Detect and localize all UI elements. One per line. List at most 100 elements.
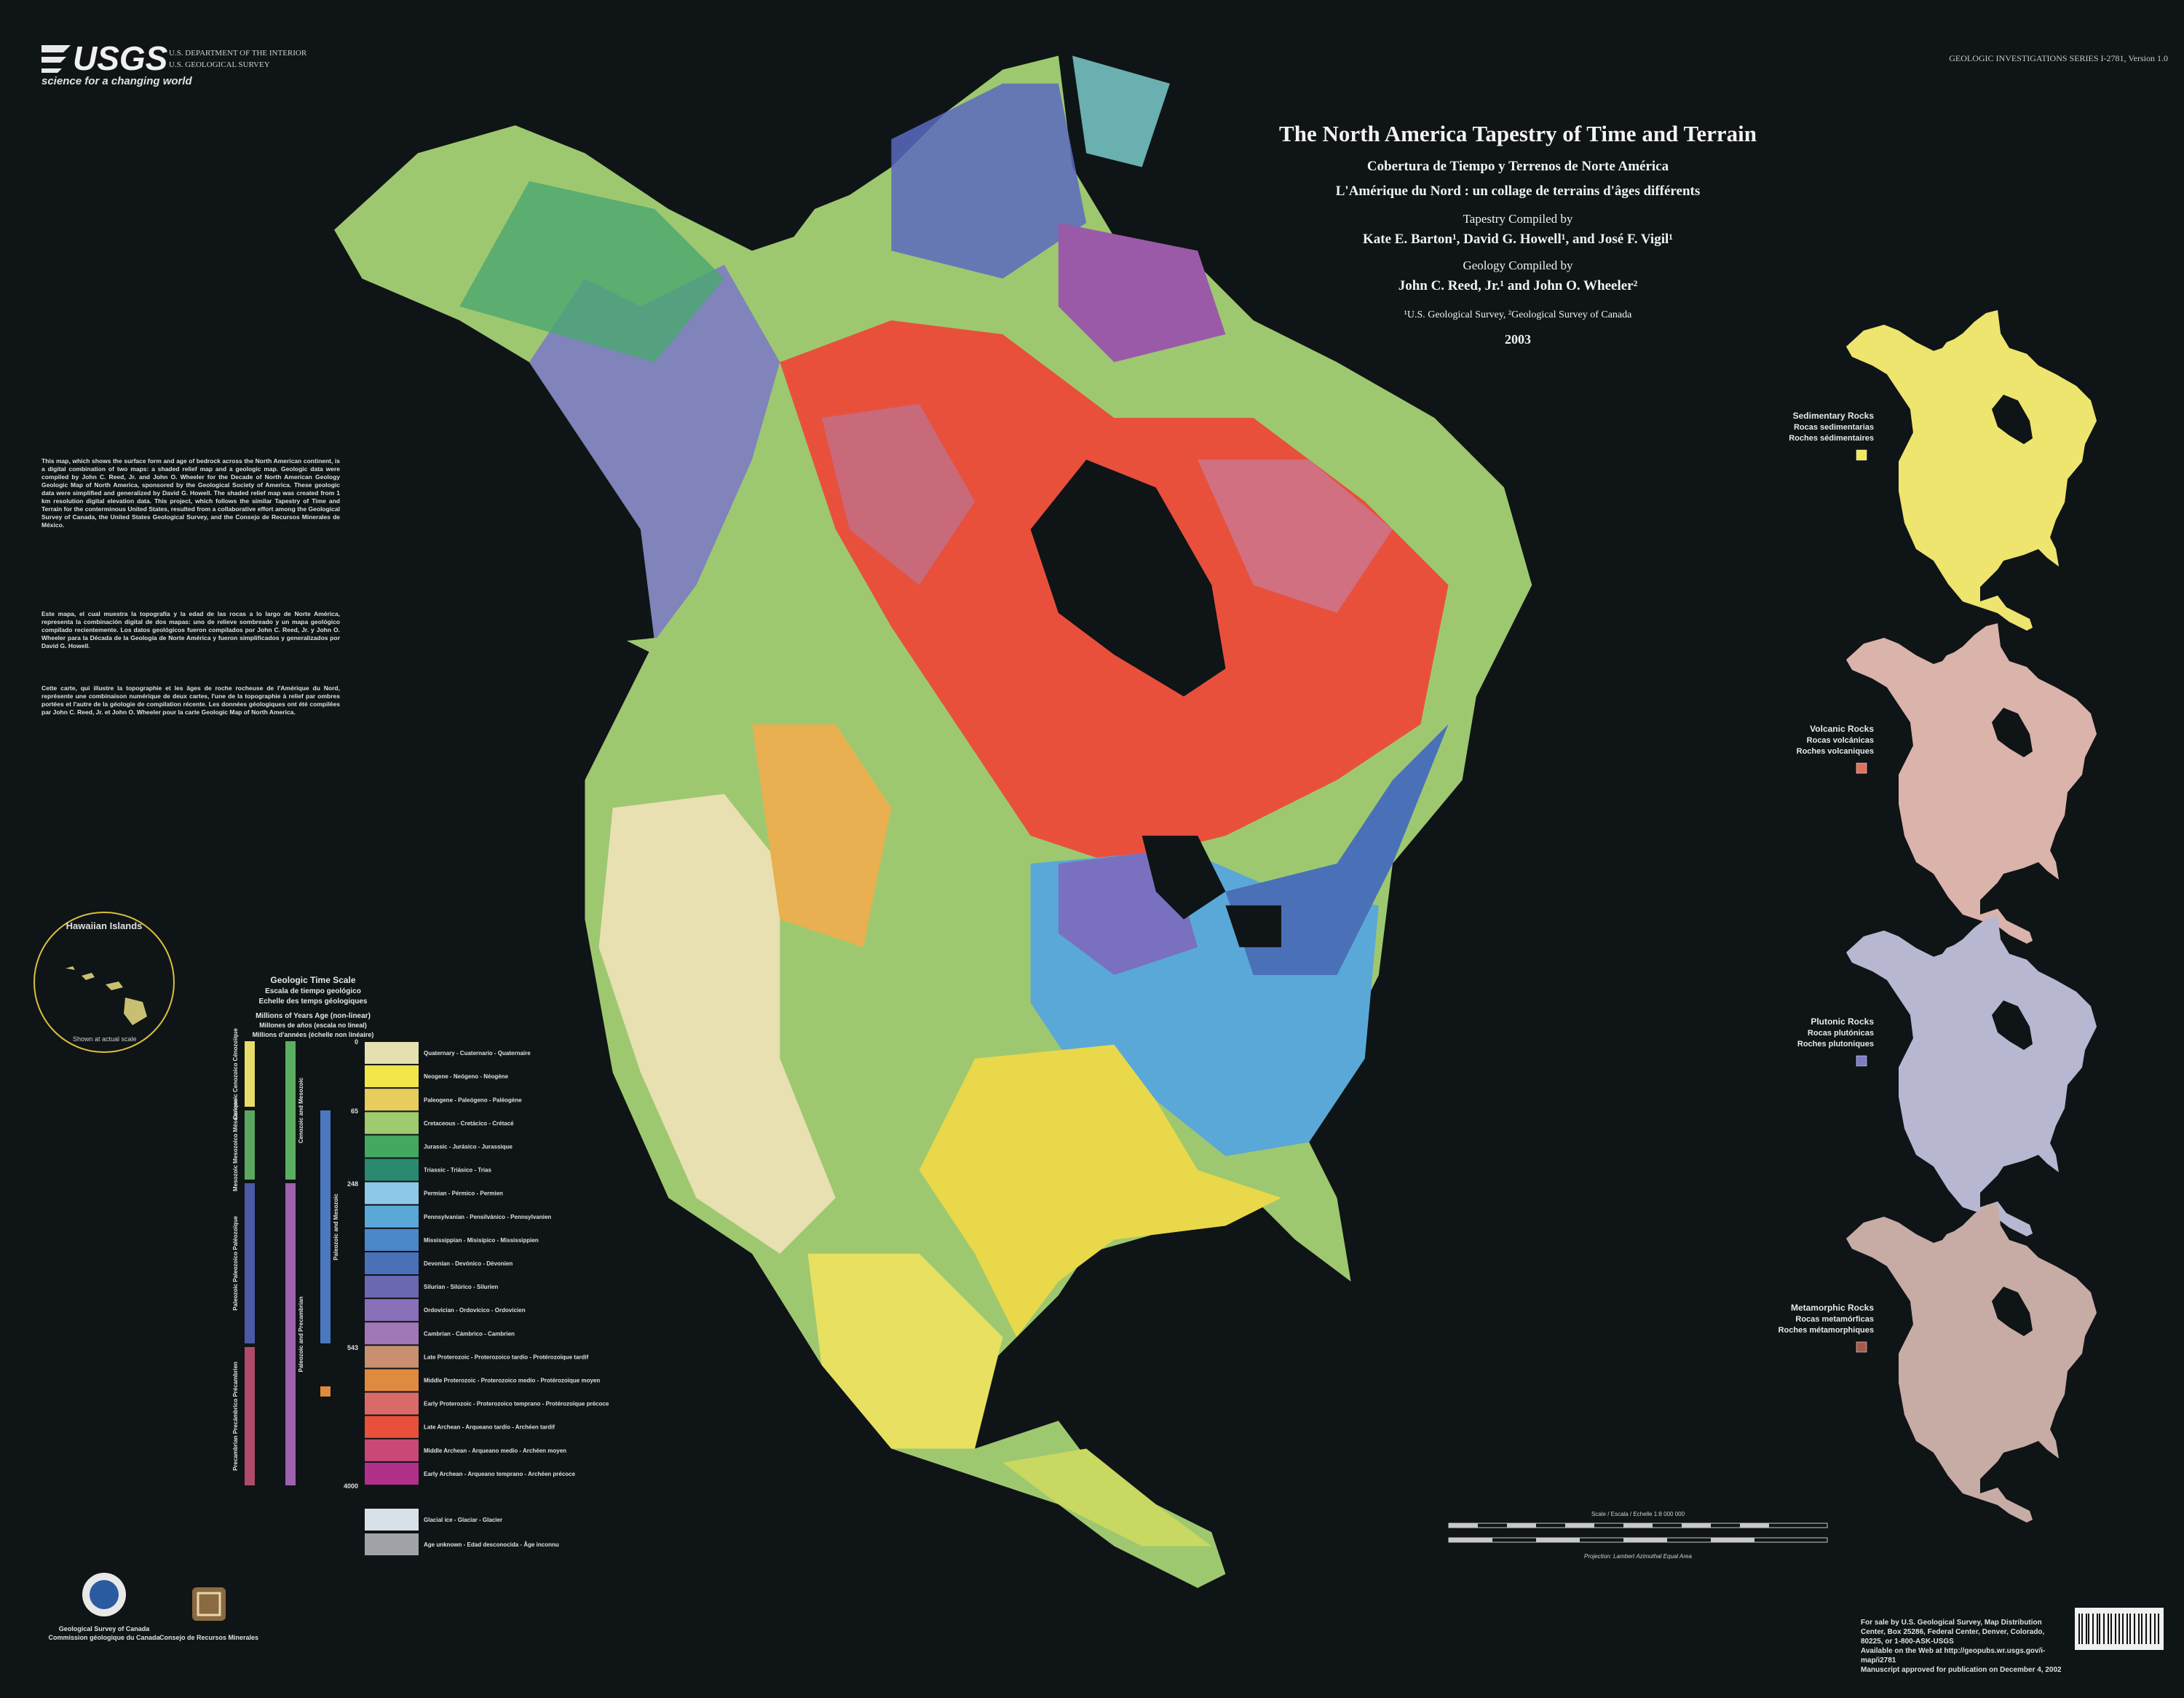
rock-type-swatch	[1856, 762, 1867, 774]
rock-type-french: Roches volcaniques	[1797, 747, 1874, 756]
slave-craton	[821, 403, 976, 585]
era-bar	[245, 1347, 255, 1485]
footer: For sale by U.S. Geological Survey, Map …	[1861, 1618, 2065, 1675]
unit-swatch	[365, 1299, 419, 1322]
logo-text: USGS	[73, 39, 168, 77]
unit-label: Quaternary - Cuaternario - Quaternaire	[424, 1050, 531, 1057]
year: 2003	[1505, 332, 1531, 347]
unit-label: Ordovician - Ordovícico - Ordovicien	[424, 1307, 526, 1314]
unit-swatch	[365, 1228, 419, 1251]
great-lakes	[1142, 835, 1281, 947]
rockies	[752, 724, 892, 947]
rock-type-name: Volcanic Rocks	[1810, 724, 1874, 734]
crm-name: Consejo de Recursos Minerales	[159, 1634, 258, 1641]
unit-swatch	[365, 1392, 419, 1415]
unit-swatch	[365, 1089, 419, 1111]
rock-map-overlay	[1846, 623, 2097, 944]
rock-type-spanish: Rocas metamórficas	[1795, 1315, 1874, 1324]
group-bar	[320, 1110, 331, 1343]
scale-bar-segments	[1449, 1523, 1769, 1542]
geologic-map	[334, 55, 1532, 1588]
group-marker	[320, 1386, 331, 1397]
gsc-seal-center	[90, 1580, 119, 1609]
unit-swatch	[365, 1509, 419, 1531]
series: GEOLOGIC INVESTIGATIONS SERIES I-2781, V…	[1949, 53, 2168, 63]
unit-label: Permian - Pérmico - Permien	[424, 1190, 503, 1197]
age-label: 0	[355, 1038, 358, 1046]
logo-tagline: science for a changing world	[41, 75, 193, 87]
age-label: 4000	[344, 1482, 358, 1490]
barcode	[2075, 1608, 2164, 1650]
unit-label: Devonian - Devónico - Dévonien	[424, 1260, 513, 1267]
unit-label: Cretaceous - Cretácico - Crétacé	[424, 1120, 514, 1126]
central-america	[1002, 1448, 1212, 1547]
unit-label: Jurassic - Jurásico - Jurassique	[424, 1143, 513, 1150]
hawaii-inset-frame	[33, 912, 175, 1053]
crm-logo	[192, 1587, 226, 1621]
rock-map-overlay	[1846, 916, 2097, 1236]
tapestry-label: Tapestry Compiled by	[1463, 212, 1573, 226]
era-bar	[245, 1041, 255, 1107]
rock-type-name: Metamorphic Rocks	[1791, 1303, 1874, 1313]
title-french: L'Amérique du Nord : un collage de terra…	[1336, 183, 1701, 199]
projection: Projection: Lambert Azimuthal Equal Area	[1584, 1553, 1692, 1560]
era-bar	[245, 1183, 255, 1343]
time-scale-header: Geologic Time Scale Escala de tiempo geo…	[253, 975, 374, 1038]
unit-label: Triassic - Triásico - Trias	[424, 1167, 491, 1174]
rock-type-spanish: Rocas plutónicas	[1808, 1029, 1874, 1038]
logo-waves	[41, 45, 71, 73]
group-bar	[285, 1041, 296, 1180]
unit-swatch	[365, 1322, 419, 1345]
footer-approval: Manuscript approved for publication on D…	[1861, 1666, 2062, 1674]
partner-logos: Geological Survey of Canada Commission g…	[48, 1573, 258, 1641]
department: U.S. DEPARTMENT OF THE INTERIOR	[169, 49, 307, 58]
geology-label: Geology Compiled by	[1463, 258, 1573, 272]
cordillera	[529, 264, 780, 641]
unit-label: Neogene - Neógeno - Néogène	[424, 1073, 509, 1080]
unit-label: Early Proterozoic - Proterozoico tempran…	[424, 1401, 609, 1407]
scale-bar: Scale / Escala / Echelle 1:8 000 000 Pro…	[1448, 1511, 1828, 1560]
ellesmere	[1072, 55, 1170, 167]
gsc-name-french: Commission géologique du Canada	[48, 1634, 160, 1641]
unit-swatch	[365, 1135, 419, 1158]
description-french: Cette carte, qui illustre la topographie…	[41, 684, 340, 716]
affiliations: ¹U.S. Geological Survey, ²Geological Sur…	[1404, 309, 1632, 320]
unit-label: Middle Archean - Arqueano medio - Archée…	[424, 1448, 566, 1454]
rock-type-spanish: Rocas sedimentarias	[1794, 423, 1874, 432]
barcode-lines	[2078, 1614, 2159, 1644]
labrador	[1198, 459, 1393, 613]
group-label: Cenozoic and Mesozoic	[298, 1077, 304, 1143]
unit-label: Pennsylvanian - Pensilvánico - Pennsylva…	[424, 1214, 551, 1220]
unit-label: Late Archean - Arqueano tardío - Archéen…	[424, 1424, 555, 1431]
unit-swatch	[365, 1252, 419, 1275]
geology-authors: John C. Reed, Jr.¹ and John O. Wheeler²	[1398, 278, 1638, 293]
tapestry-authors: Kate E. Barton¹, David G. Howell¹, and J…	[1363, 232, 1673, 247]
caribbean-islands	[626, 626, 878, 683]
basin-and-range	[598, 794, 836, 1254]
inset-note: Shown at actual scale	[73, 1035, 137, 1043]
unit-label: Silurian - Silúrico - Silurien	[424, 1284, 498, 1290]
rock-type-french: Roches métamorphiques	[1779, 1326, 1874, 1335]
unit-swatch	[365, 1065, 419, 1088]
group-label: Paleozoic and Mesozoic	[333, 1193, 339, 1260]
arctic-islands	[891, 83, 1087, 279]
age-label: 65	[351, 1107, 358, 1115]
gsc-name: Geological Survey of Canada	[59, 1625, 151, 1632]
description-english: This map, which shows the surface form a…	[41, 457, 340, 529]
unit-label: Early Archean - Arqueano temprano - Arch…	[424, 1471, 576, 1477]
era-label: Precambrian Precámbrico Précambrien	[232, 1362, 239, 1471]
era-label: Cenozoic Cenozoico Cénozoïque	[232, 1028, 239, 1120]
time-scale-french: Echelle des temps géologiques	[259, 998, 368, 1006]
unit-swatch	[365, 1346, 419, 1368]
mexico	[807, 1253, 1003, 1449]
rock-map-overlay	[1846, 310, 2097, 631]
inset-title: Hawaiian Islands	[66, 920, 143, 931]
rock-type-swatch	[1856, 449, 1867, 461]
unit-swatch	[365, 1042, 419, 1065]
unit-swatch	[365, 1415, 419, 1438]
title-spanish: Cobertura de Tiempo y Terrenos de Norte …	[1367, 159, 1669, 174]
unit-label: Paleogene - Paleógeno - Paléogène	[424, 1097, 522, 1103]
age-axis-french: Millions d'années (échelle non linéaire)	[253, 1031, 374, 1038]
unit-swatch	[365, 1369, 419, 1391]
